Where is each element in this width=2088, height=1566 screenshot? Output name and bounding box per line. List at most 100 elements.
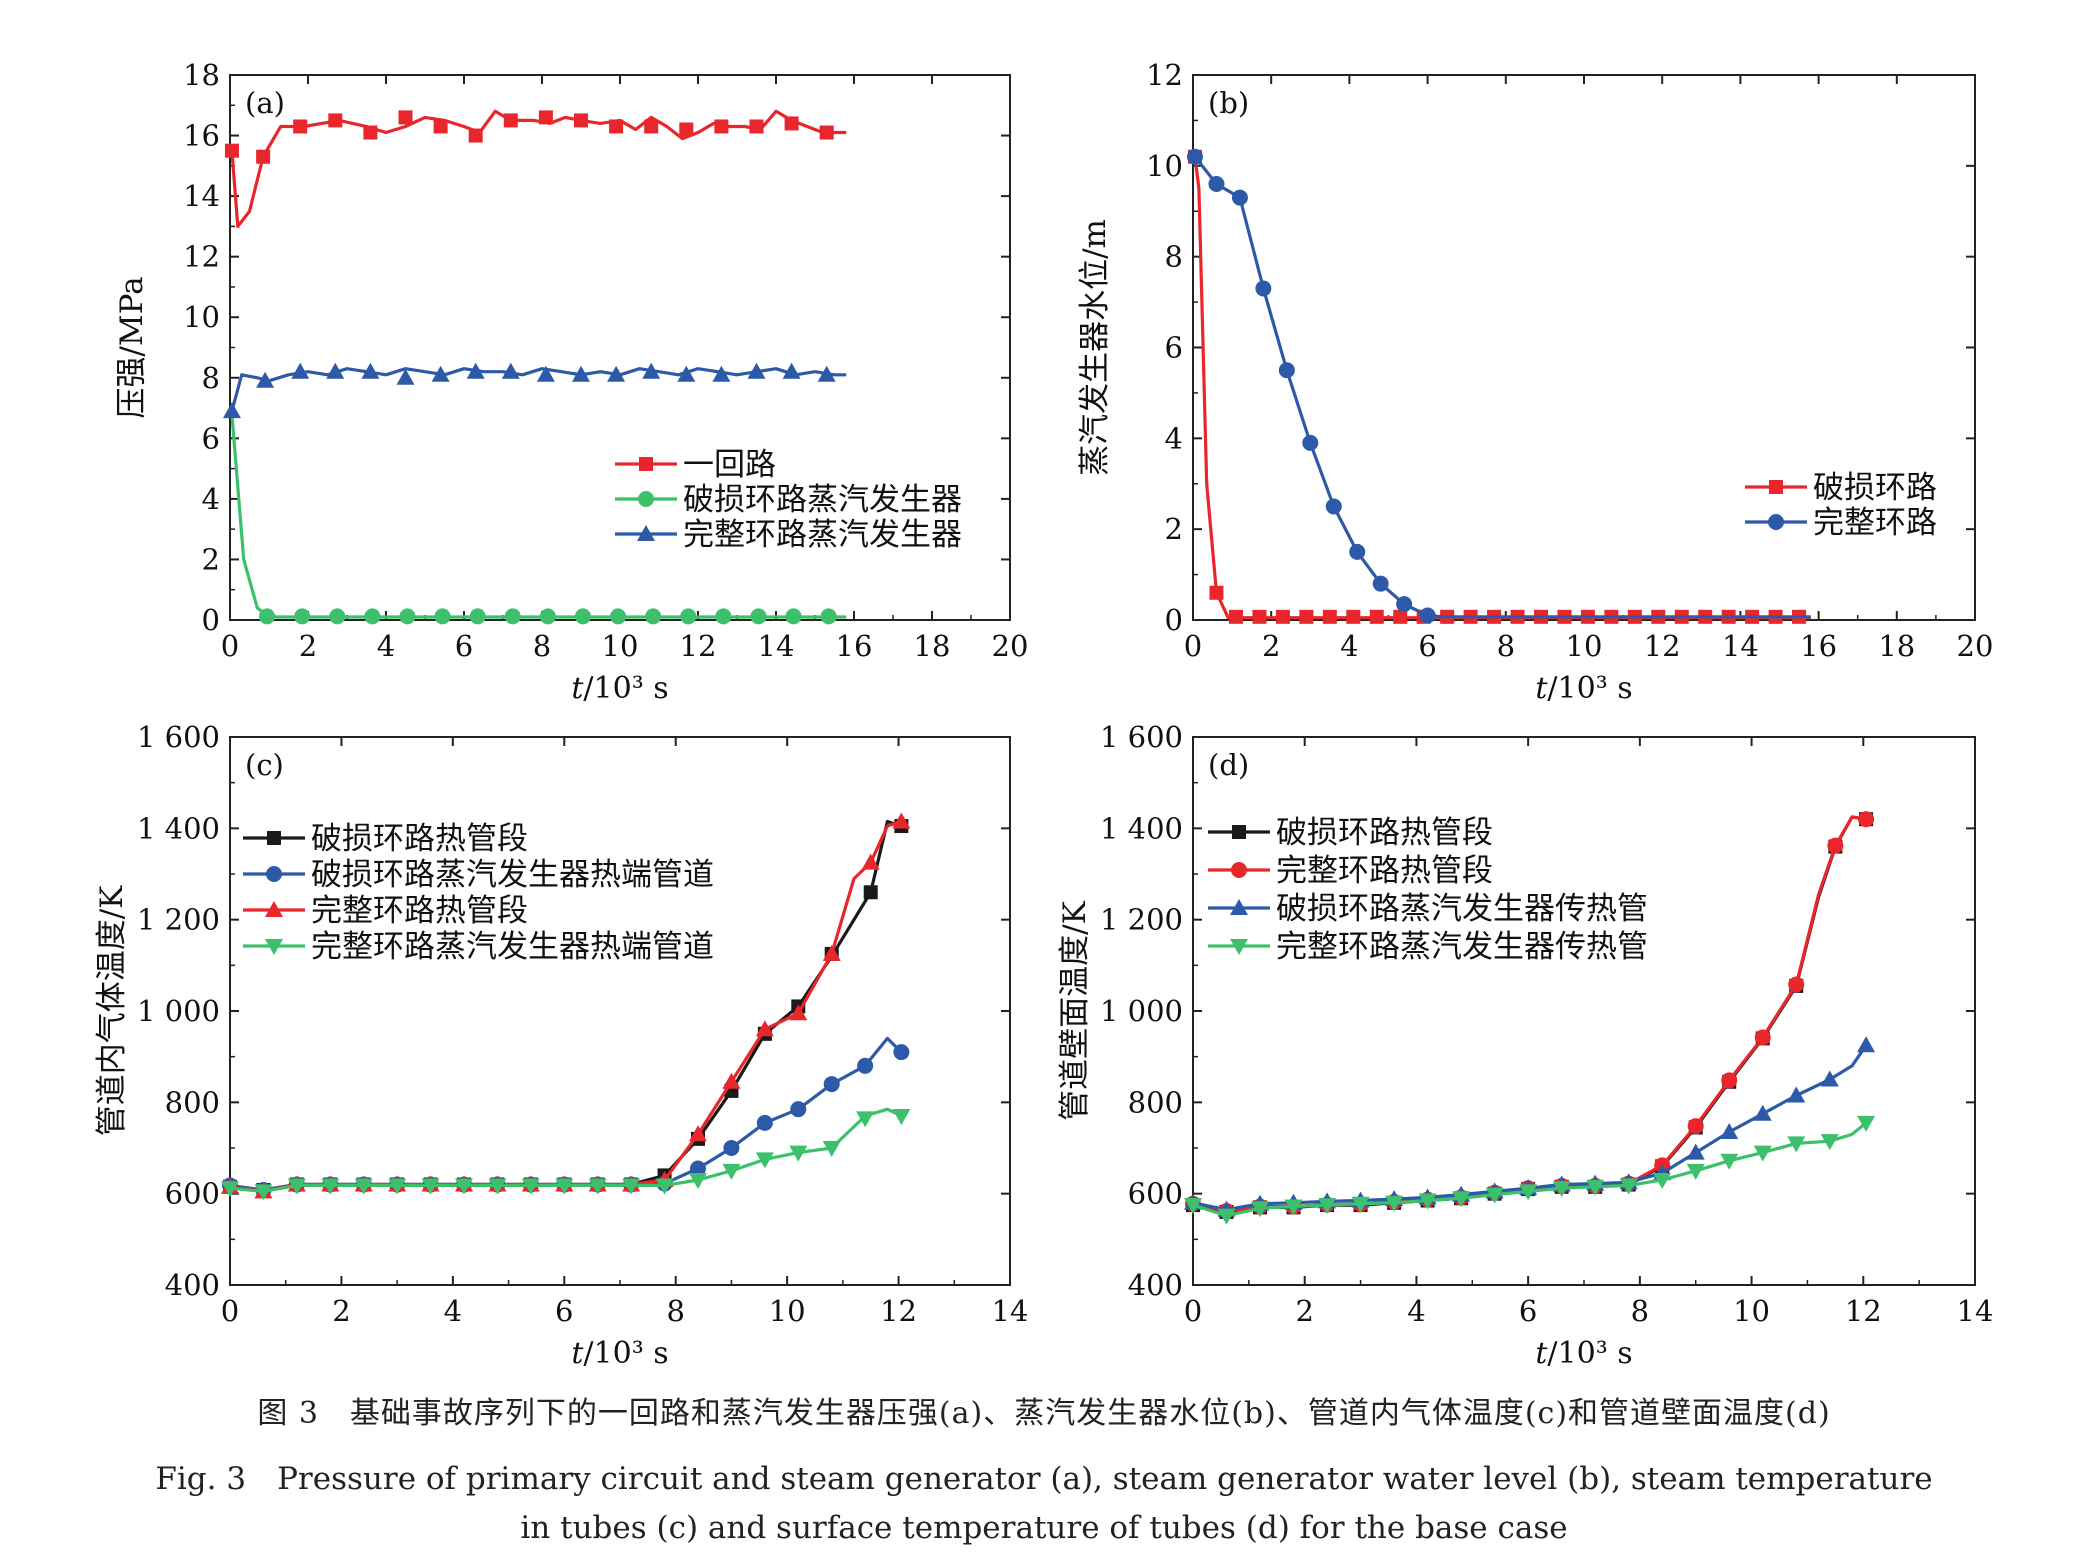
x-tick-label: 2 — [1295, 1294, 1313, 1328]
y-tick-label: 1 200 — [137, 903, 220, 937]
data-point-marker — [823, 1076, 840, 1093]
data-point-marker — [1385, 1195, 1404, 1212]
x-tick-label: 12 — [1644, 629, 1681, 663]
x-tick-label: 8 — [666, 1294, 684, 1328]
legend-marker — [1232, 825, 1246, 839]
data-point-marker — [1318, 1198, 1337, 1215]
y-tick-label: 16 — [183, 119, 220, 153]
data-point-marker — [856, 1111, 875, 1128]
data-point-marker — [293, 119, 308, 134]
data-point-marker — [690, 1160, 706, 1177]
x-tick-label: 10 — [1566, 629, 1603, 663]
data-point-marker — [1586, 1179, 1605, 1196]
data-point-marker — [1418, 1193, 1437, 1210]
legend-marker — [265, 939, 283, 955]
data-point-marker — [588, 1178, 607, 1195]
data-point-marker — [388, 1178, 407, 1195]
legend-marker — [267, 831, 281, 845]
legend-entry: 完整环路热管段 — [1208, 853, 1493, 889]
data-point-marker — [326, 362, 345, 379]
data-point-marker — [784, 116, 799, 131]
y-axis-label: 管道内气体温度/K — [94, 885, 130, 1136]
series-line — [1192, 1044, 1868, 1212]
data-point-marker — [1419, 607, 1436, 624]
data-point-marker — [1278, 362, 1295, 379]
x-tick-label: 14 — [1722, 629, 1759, 663]
data-point-marker — [820, 608, 837, 625]
data-point-marker — [1720, 1153, 1739, 1170]
legend-entry: 完整环路蒸汽发生器传热管 — [1208, 929, 1648, 965]
data-point-marker — [1653, 1172, 1672, 1189]
y-tick-label: 12 — [1146, 58, 1183, 92]
x-tick-label: 20 — [992, 629, 1029, 663]
data-point-marker — [469, 608, 486, 625]
x-tick-label: 10 — [602, 629, 639, 663]
data-point-marker — [1519, 1184, 1538, 1201]
data-point-marker — [677, 365, 696, 382]
legend-entry: 一回路 — [615, 447, 776, 483]
panel-label: (a) — [245, 86, 285, 120]
x-tick-label: 0 — [1184, 629, 1202, 663]
data-point-marker — [1346, 609, 1361, 624]
data-point-marker — [521, 1178, 540, 1195]
x-tick-label: 12 — [880, 1294, 917, 1328]
data-point-marker — [609, 119, 624, 134]
legend-label: 一回路 — [683, 447, 776, 483]
x-tick-label: 0 — [1184, 1294, 1202, 1328]
series-1 — [1187, 149, 1811, 624]
data-point-marker — [555, 1178, 574, 1195]
data-point-marker — [1208, 176, 1225, 192]
y-tick-label: 800 — [165, 1085, 220, 1119]
data-point-marker — [893, 1044, 910, 1061]
legend-entry: 破损环路热管段 — [1208, 815, 1493, 851]
data-point-marker — [1302, 434, 1319, 451]
data-point-marker — [287, 1178, 306, 1195]
data-point-marker — [399, 608, 416, 625]
data-point-marker — [1686, 1143, 1705, 1160]
y-tick-label: 10 — [183, 300, 220, 334]
x-tick-label: 4 — [1407, 1294, 1425, 1328]
data-point-marker — [892, 1109, 911, 1126]
data-point-marker — [354, 1178, 373, 1195]
data-point-marker — [1349, 543, 1366, 560]
x-tick-label: 8 — [1631, 1294, 1649, 1328]
series-line — [1192, 1121, 1868, 1218]
legend-entry: 破损环路蒸汽发生器热端管道 — [243, 857, 714, 893]
data-point-marker — [256, 149, 271, 164]
y-tick-label: 1 400 — [137, 811, 220, 845]
data-point-marker — [574, 113, 588, 128]
figure-caption-chinese: 图 3 基础事故序列下的一回路和蒸汽发生器压强(a)、蒸汽发生器水位(b)、管道… — [257, 1396, 1831, 1431]
data-point-marker — [1252, 609, 1267, 624]
data-point-marker — [1372, 575, 1389, 592]
y-tick-label: 1 000 — [1100, 994, 1183, 1028]
y-tick-label: 6 — [202, 421, 220, 455]
data-point-marker — [1552, 1181, 1571, 1198]
legend-marker — [1768, 514, 1784, 530]
data-point-marker — [1322, 609, 1337, 624]
data-point-marker — [1619, 1178, 1638, 1195]
data-point-marker — [1251, 1201, 1270, 1218]
data-point-marker — [328, 113, 343, 128]
panel-label: (c) — [245, 748, 284, 782]
data-point-marker — [504, 608, 521, 625]
legend-label: 破损环路热管段 — [311, 821, 528, 857]
y-axis-label: 管道壁面温度/K — [1057, 900, 1093, 1120]
series-4 — [221, 1107, 911, 1201]
x-tick-label: 8 — [1497, 629, 1515, 663]
y-tick-label: 2 — [1165, 512, 1183, 546]
data-point-marker — [1229, 609, 1244, 624]
data-point-marker — [254, 1184, 273, 1201]
data-point-marker — [222, 402, 241, 419]
data-point-marker — [1788, 976, 1805, 993]
data-point-marker — [723, 1140, 740, 1156]
data-point-marker — [256, 371, 275, 388]
data-point-marker — [329, 608, 346, 625]
data-point-marker — [1452, 1191, 1471, 1208]
data-point-marker — [892, 812, 911, 829]
data-point-marker — [434, 608, 451, 625]
data-point-marker — [455, 1178, 473, 1195]
data-point-marker — [1396, 596, 1413, 613]
data-point-marker — [715, 608, 732, 625]
legend-marker — [1231, 862, 1247, 878]
legend-marker — [1230, 899, 1248, 915]
